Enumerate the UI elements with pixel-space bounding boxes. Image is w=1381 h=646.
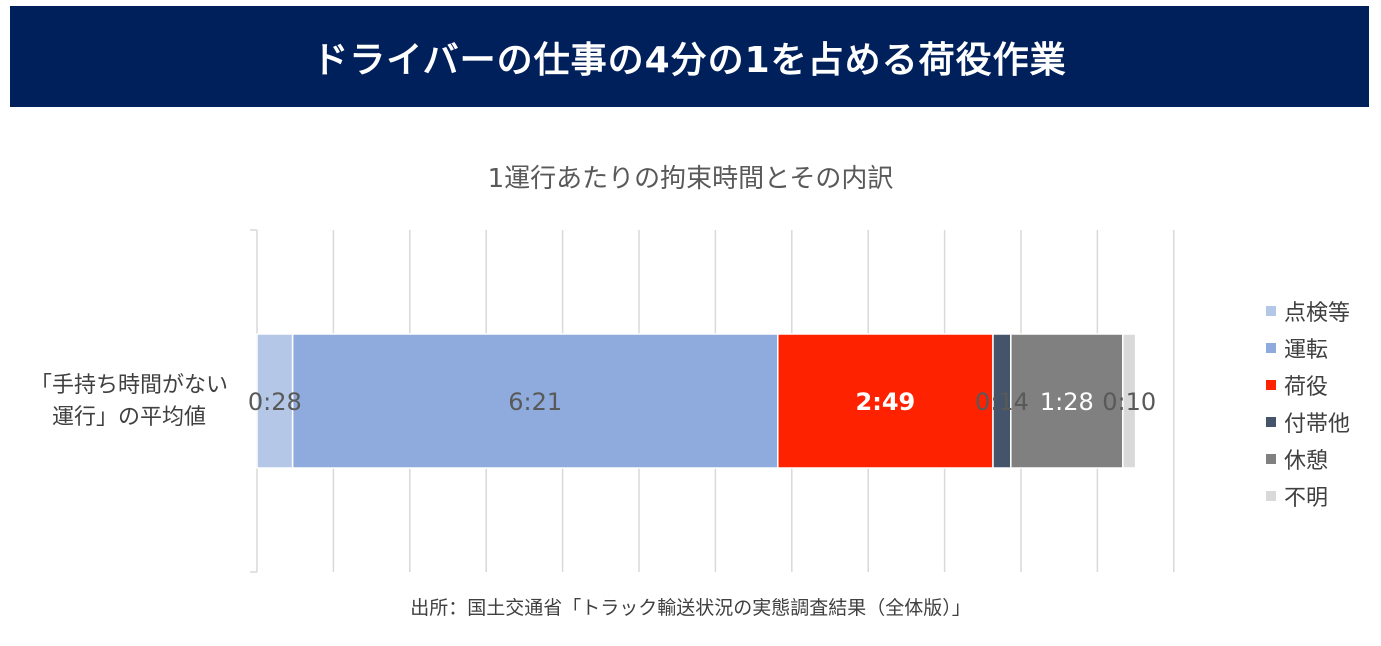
- legend-swatch: [1266, 379, 1276, 390]
- page-title-banner: ドライバーの仕事の4分の1を占める荷役作業: [10, 6, 1369, 107]
- data-label-6: 0:10: [1102, 388, 1156, 416]
- legend-label: 荷役: [1284, 374, 1329, 400]
- legend-label: 運転: [1284, 337, 1329, 363]
- legend-swatch: [1266, 453, 1276, 464]
- legend-swatch: [1266, 490, 1276, 501]
- bar-segment-2: [291, 333, 779, 469]
- legend-item-2: 運転: [1266, 329, 1350, 366]
- chart-legend: 点検等運転荷役付帯他休憩不明: [1266, 292, 1350, 514]
- legend-swatch: [1266, 416, 1276, 427]
- legend-label: 不明: [1284, 485, 1329, 511]
- legend-item-6: 不明: [1266, 477, 1350, 514]
- bar-segment-3: [777, 333, 994, 469]
- legend-item-1: 点検等: [1266, 292, 1350, 329]
- data-label-5: 1:28: [1040, 388, 1094, 416]
- data-label-2: 6:21: [508, 388, 562, 416]
- bar-segment-6: [1122, 333, 1137, 469]
- data-label-4: 0:14: [975, 388, 1029, 416]
- bar-segment-1: [256, 333, 294, 469]
- legend-label: 点検等: [1284, 300, 1351, 326]
- legend-item-3: 荷役: [1266, 366, 1350, 403]
- category-label-line-2: 運行」の平均値: [51, 405, 206, 430]
- category-label: 「手持ち時間がない 運行」の平均値: [18, 370, 240, 434]
- legend-label: 付帯他: [1284, 411, 1351, 437]
- legend-item-4: 付帯他: [1266, 403, 1350, 440]
- chart-title: 1運行あたりの拘束時間とその内訳: [487, 164, 894, 194]
- data-label-1: 0:28: [248, 388, 302, 416]
- data-label-3: 2:49: [856, 388, 916, 416]
- source-note: 出所：国土交通省「トラック輸送状況の実態調査結果（全体版）」: [410, 597, 971, 619]
- legend-item-5: 休憩: [1266, 440, 1350, 477]
- legend-swatch: [1266, 305, 1276, 316]
- page-title: ドライバーの仕事の4分の1を占める荷役作業: [312, 39, 1067, 81]
- legend-label: 休憩: [1284, 448, 1329, 474]
- category-label-line-1: 「手持ち時間がない: [29, 373, 228, 398]
- legend-swatch: [1266, 342, 1276, 353]
- bar-segment-5: [1010, 333, 1124, 469]
